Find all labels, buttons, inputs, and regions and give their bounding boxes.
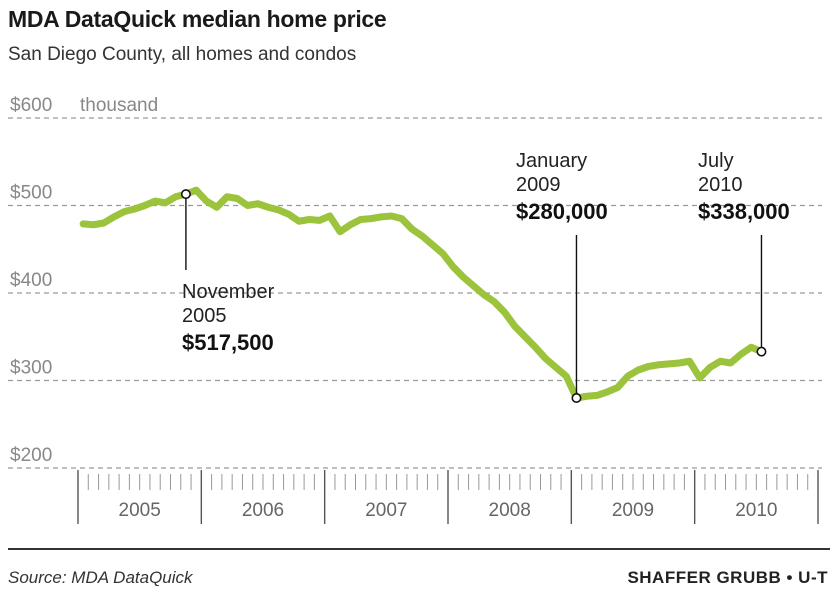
chart-subtitle: San Diego County, all homes and condos	[8, 44, 357, 65]
x-year-label: 2009	[612, 500, 654, 521]
annotation-date: July	[698, 150, 734, 172]
footer-divider	[8, 548, 830, 550]
line-chart: $600 thousand $500 $400 $300 $200 2005 2006 2007…	[8, 95, 822, 524]
y-unit-label: thousand	[80, 95, 158, 116]
annotation-marker	[180, 189, 191, 200]
y-tick-label: $600	[10, 95, 52, 116]
y-tick-label: $300	[10, 358, 52, 379]
annotation-marker	[756, 346, 767, 357]
chart-title: MDA DataQuick median home price	[8, 6, 387, 32]
annotation-value: $517,500	[182, 330, 274, 355]
annotation-date: January	[516, 150, 587, 172]
graphic-credit: SHAFFER GRUBB • U-T	[627, 568, 828, 587]
annotation-date: 2010	[698, 174, 743, 196]
annotation-marker	[571, 392, 582, 403]
annotation-date: 2005	[182, 305, 227, 327]
annotation-date: 2009	[516, 174, 561, 196]
annotation-value: $338,000	[698, 199, 790, 224]
y-tick-label: $200	[10, 445, 52, 466]
x-year-label: 2010	[735, 500, 777, 521]
y-tick-label: $400	[10, 270, 52, 291]
price-series-line	[79, 186, 765, 402]
x-year-label: 2007	[365, 500, 407, 521]
y-tick-label: $500	[10, 183, 52, 204]
annotation-value: $280,000	[516, 199, 608, 224]
x-year-label: 2005	[119, 500, 161, 521]
source-note: Source: MDA DataQuick	[8, 568, 193, 587]
annotation-date: November	[182, 281, 275, 303]
x-year-label: 2006	[242, 500, 284, 521]
x-year-label: 2008	[489, 500, 531, 521]
